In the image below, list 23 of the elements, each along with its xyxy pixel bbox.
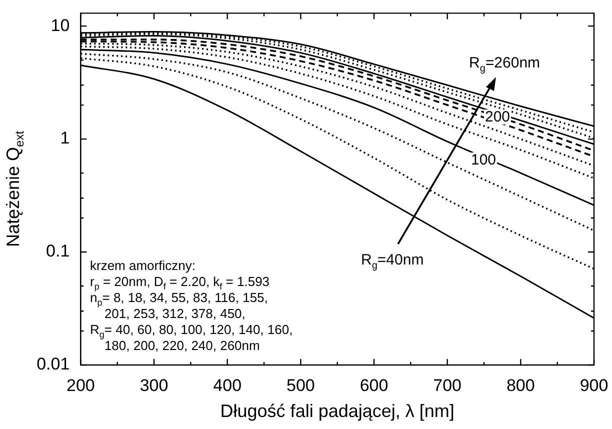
annotation: R$_{g}$=40nm bbox=[360, 252, 425, 272]
y-tick-label: 0.01 bbox=[36, 354, 70, 374]
annotation: 200 bbox=[484, 108, 512, 126]
y-tick-label: 1 bbox=[60, 128, 70, 148]
annotation: n$_{p}$= 8, 18, 34, 55, 83, 116, 155, bbox=[90, 290, 268, 308]
x-tick-label: 400 bbox=[213, 376, 242, 395]
y-tick-label: 0.1 bbox=[46, 242, 70, 261]
y-tick-label: 10 bbox=[50, 16, 70, 35]
annotation: r$_{p}$ = 20nm, D$_{f}$ = 2.20, k$_{f}$ = 1.593 bbox=[90, 274, 270, 292]
annotation: R$_{g}$= 40, 60, 80, 100, 120, 140, 160, bbox=[90, 322, 293, 340]
annotation: R$_{g}$=260nm bbox=[468, 54, 542, 74]
annotation: 100 bbox=[470, 152, 498, 168]
annotation: 180, 200, 220, 240, 260nm bbox=[104, 338, 260, 353]
x-tick-label: 700 bbox=[433, 376, 462, 395]
x-tick-label: 200 bbox=[66, 376, 95, 395]
x-tick-label: 900 bbox=[580, 376, 608, 395]
x-tick-label: 300 bbox=[140, 376, 168, 395]
x-tick-label: 800 bbox=[506, 376, 535, 395]
x-tick-label: 600 bbox=[360, 376, 388, 395]
x-tick-label: 500 bbox=[286, 376, 315, 395]
annotation: 201, 253, 312, 378, 450, bbox=[104, 306, 246, 321]
x-axis-title: Długość fali padającej, λ [nm] bbox=[220, 401, 454, 422]
annotation: krzem amorficzny: bbox=[90, 258, 196, 273]
